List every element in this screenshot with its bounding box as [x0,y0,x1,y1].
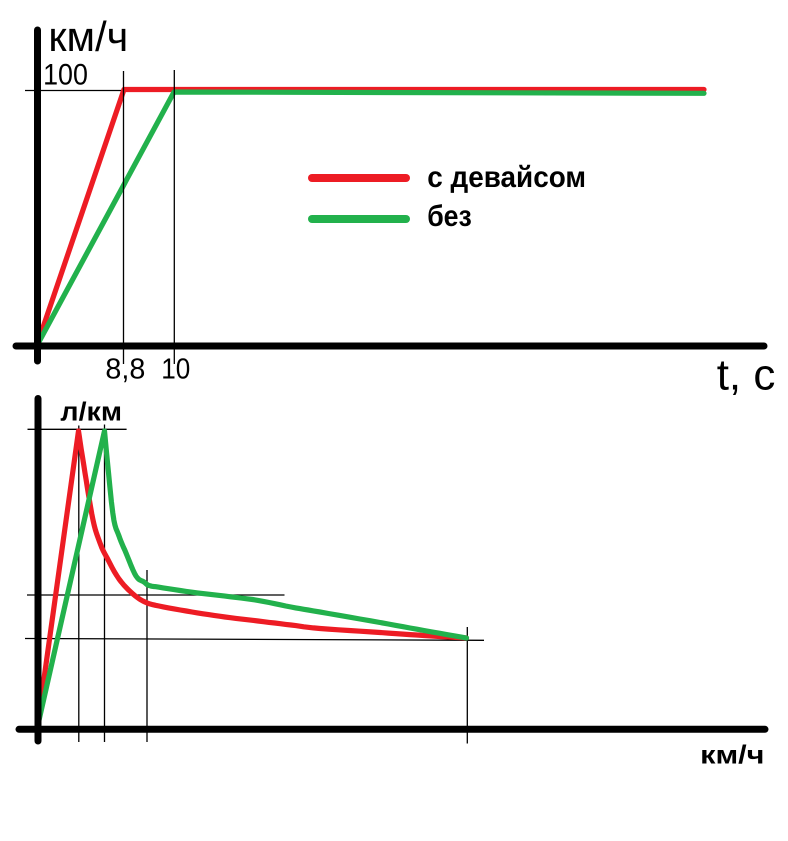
svg-text:10: 10 [161,352,190,385]
svg-text:км/ч: км/ч [700,741,764,770]
svg-text:t, c: t, c [717,350,776,399]
svg-text:100: 100 [43,57,88,90]
svg-text:л/км: л/км [60,397,122,426]
svg-text:8,8: 8,8 [105,354,145,386]
svg-text:км/ч: км/ч [48,13,128,60]
svg-text:без: без [427,199,472,233]
svg-text:с девайсом: с девайсом [427,161,586,194]
